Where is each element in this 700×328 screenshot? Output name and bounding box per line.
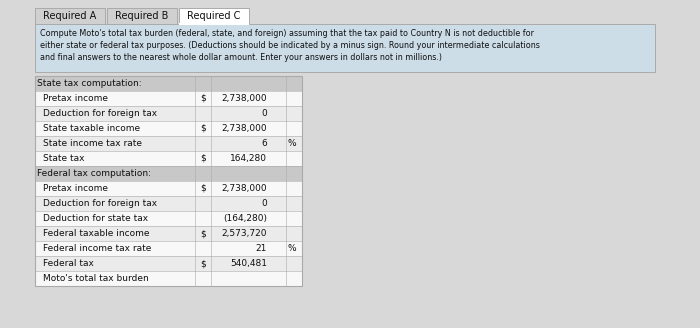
Text: State tax computation:: State tax computation: xyxy=(37,79,141,88)
Text: Federal tax computation:: Federal tax computation: xyxy=(37,169,151,178)
Text: $: $ xyxy=(200,259,206,268)
Text: Required A: Required A xyxy=(43,11,97,21)
Text: 2,738,000: 2,738,000 xyxy=(221,124,267,133)
Text: Federal tax: Federal tax xyxy=(43,259,94,268)
Text: 2,738,000: 2,738,000 xyxy=(221,94,267,103)
Text: Moto's total tax burden: Moto's total tax burden xyxy=(43,274,148,283)
Text: Pretax income: Pretax income xyxy=(43,94,108,103)
Text: State taxable income: State taxable income xyxy=(43,124,140,133)
Text: $: $ xyxy=(200,229,206,238)
Text: %: % xyxy=(288,244,297,253)
Text: Required B: Required B xyxy=(116,11,169,21)
Text: Deduction for foreign tax: Deduction for foreign tax xyxy=(43,109,157,118)
Bar xyxy=(107,8,177,24)
Text: $: $ xyxy=(200,124,206,133)
Bar xyxy=(35,91,302,106)
Text: State income tax rate: State income tax rate xyxy=(43,139,142,148)
Text: 2,738,000: 2,738,000 xyxy=(221,184,267,193)
Bar xyxy=(35,76,302,91)
Text: $: $ xyxy=(200,94,206,103)
Text: 540,481: 540,481 xyxy=(230,259,267,268)
Text: 2,573,720: 2,573,720 xyxy=(221,229,267,238)
Text: Compute Moto's total tax burden (federal, state, and foreign) assuming that the : Compute Moto's total tax burden (federal… xyxy=(40,29,540,62)
Text: (164,280): (164,280) xyxy=(223,214,267,223)
Text: 164,280: 164,280 xyxy=(230,154,267,163)
Bar xyxy=(35,106,302,121)
Bar xyxy=(35,241,302,256)
Bar xyxy=(35,211,302,226)
Bar xyxy=(35,121,302,136)
Bar xyxy=(35,181,302,196)
Text: 6: 6 xyxy=(261,139,267,148)
Text: Required C: Required C xyxy=(188,11,241,21)
Bar xyxy=(35,226,302,241)
Bar xyxy=(35,271,302,286)
Bar xyxy=(35,196,302,211)
Text: 0: 0 xyxy=(261,109,267,118)
Text: Deduction for foreign tax: Deduction for foreign tax xyxy=(43,199,157,208)
Bar xyxy=(35,136,302,151)
Bar xyxy=(35,76,302,286)
Text: 0: 0 xyxy=(261,199,267,208)
Bar xyxy=(35,166,302,181)
Bar xyxy=(179,8,249,24)
Text: State tax: State tax xyxy=(43,154,85,163)
Text: 21: 21 xyxy=(256,244,267,253)
Text: Federal income tax rate: Federal income tax rate xyxy=(43,244,151,253)
Text: Deduction for state tax: Deduction for state tax xyxy=(43,214,148,223)
Text: $: $ xyxy=(200,154,206,163)
Bar xyxy=(35,8,105,24)
Bar xyxy=(35,151,302,166)
Text: %: % xyxy=(288,139,297,148)
Bar xyxy=(35,76,302,286)
Bar xyxy=(35,24,655,72)
Text: Pretax income: Pretax income xyxy=(43,184,108,193)
Text: $: $ xyxy=(200,184,206,193)
Text: Federal taxable income: Federal taxable income xyxy=(43,229,150,238)
Bar xyxy=(35,256,302,271)
